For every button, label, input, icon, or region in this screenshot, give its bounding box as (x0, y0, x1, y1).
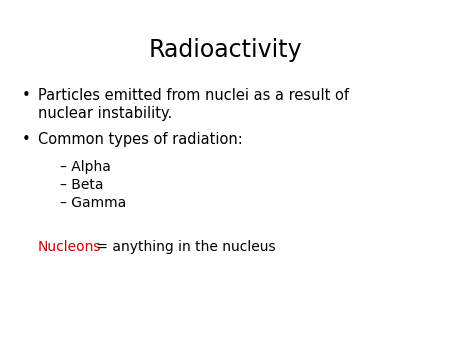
Text: = anything in the nucleus: = anything in the nucleus (92, 240, 275, 254)
Text: – Beta: – Beta (60, 178, 104, 192)
Text: Particles emitted from nuclei as a result of: Particles emitted from nuclei as a resul… (38, 88, 349, 103)
Text: Common types of radiation:: Common types of radiation: (38, 132, 243, 147)
Text: – Alpha: – Alpha (60, 160, 111, 174)
Text: Nucleons: Nucleons (38, 240, 102, 254)
Text: nuclear instability.: nuclear instability. (38, 106, 172, 121)
Text: Radioactivity: Radioactivity (148, 38, 302, 62)
Text: •: • (22, 88, 31, 103)
Text: •: • (22, 132, 31, 147)
Text: – Gamma: – Gamma (60, 196, 126, 210)
